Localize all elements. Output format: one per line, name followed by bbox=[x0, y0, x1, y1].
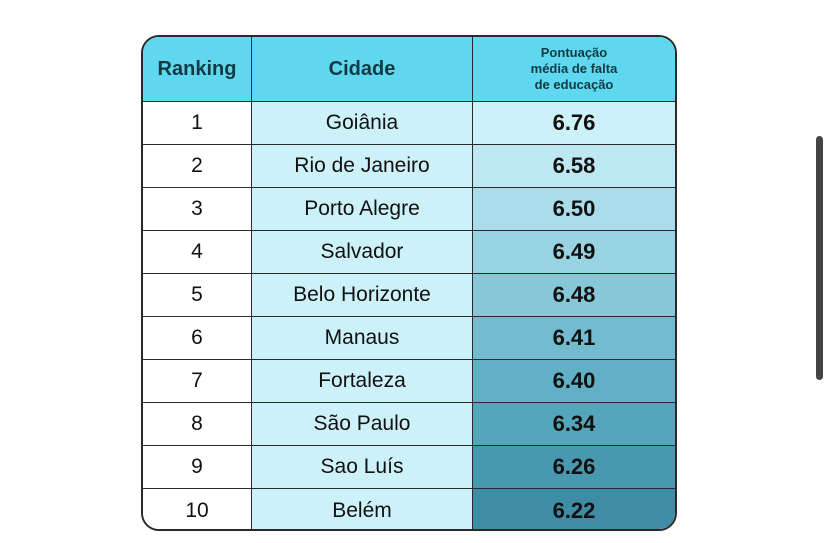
rank-cell: 7 bbox=[143, 360, 252, 402]
city-cell: Sao Luís bbox=[252, 446, 473, 488]
city-cell: São Paulo bbox=[252, 403, 473, 445]
rank-cell: 2 bbox=[143, 145, 252, 187]
rank-cell: 3 bbox=[143, 188, 252, 230]
city-cell: Belém bbox=[252, 489, 473, 529]
table-row: 7 Fortaleza 6.40 bbox=[143, 360, 675, 403]
ranking-table: Ranking Cidade Pontuação média de falta … bbox=[141, 35, 677, 531]
table-row: 4 Salvador 6.49 bbox=[143, 231, 675, 274]
table-header-row: Ranking Cidade Pontuação média de falta … bbox=[143, 37, 675, 102]
score-cell: 6.41 bbox=[473, 317, 675, 359]
city-cell: Belo Horizonte bbox=[252, 274, 473, 316]
rank-cell: 1 bbox=[143, 102, 252, 144]
score-cell: 6.48 bbox=[473, 274, 675, 316]
score-cell: 6.58 bbox=[473, 145, 675, 187]
header-pontuacao-line3: de educação bbox=[534, 77, 614, 92]
city-cell: Rio de Janeiro bbox=[252, 145, 473, 187]
header-pontuacao-line2: média de falta bbox=[530, 61, 618, 76]
score-cell: 6.34 bbox=[473, 403, 675, 445]
table-row: 8 São Paulo 6.34 bbox=[143, 403, 675, 446]
table-row: 1 Goiânia 6.76 bbox=[143, 102, 675, 145]
rank-cell: 10 bbox=[143, 489, 252, 529]
rank-cell: 9 bbox=[143, 446, 252, 488]
rank-cell: 4 bbox=[143, 231, 252, 273]
city-cell: Fortaleza bbox=[252, 360, 473, 402]
score-cell: 6.49 bbox=[473, 231, 675, 273]
table-row: 2 Rio de Janeiro 6.58 bbox=[143, 145, 675, 188]
table-row: 6 Manaus 6.41 bbox=[143, 317, 675, 360]
table-row: 9 Sao Luís 6.26 bbox=[143, 446, 675, 489]
header-ranking: Ranking bbox=[143, 37, 252, 101]
header-cidade: Cidade bbox=[252, 37, 473, 101]
table-row: 10 Belém 6.22 bbox=[143, 489, 675, 529]
rank-cell: 8 bbox=[143, 403, 252, 445]
city-cell: Porto Alegre bbox=[252, 188, 473, 230]
city-cell: Salvador bbox=[252, 231, 473, 273]
city-cell: Goiânia bbox=[252, 102, 473, 144]
rank-cell: 5 bbox=[143, 274, 252, 316]
score-cell: 6.76 bbox=[473, 102, 675, 144]
header-pontuacao-line1: Pontuação bbox=[540, 45, 608, 60]
table-row: 3 Porto Alegre 6.50 bbox=[143, 188, 675, 231]
score-cell: 6.40 bbox=[473, 360, 675, 402]
score-cell: 6.26 bbox=[473, 446, 675, 488]
rank-cell: 6 bbox=[143, 317, 252, 359]
vertical-scrollbar[interactable] bbox=[816, 136, 823, 380]
score-cell: 6.50 bbox=[473, 188, 675, 230]
city-cell: Manaus bbox=[252, 317, 473, 359]
header-pontuacao: Pontuação média de falta de educação bbox=[473, 37, 675, 101]
table-row: 5 Belo Horizonte 6.48 bbox=[143, 274, 675, 317]
score-cell: 6.22 bbox=[473, 489, 675, 529]
